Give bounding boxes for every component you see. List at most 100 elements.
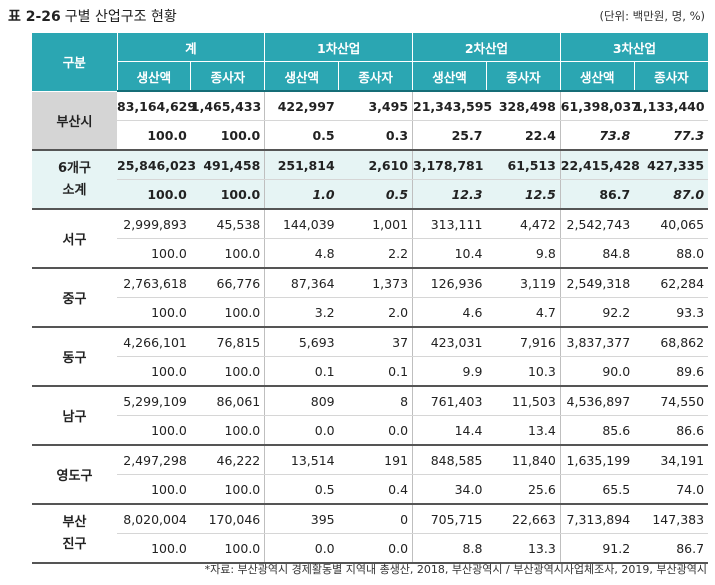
value-cell: 3,119 (486, 268, 561, 298)
percent-cell: 90.0 (560, 356, 635, 387)
header-sub: 생산액 (264, 61, 340, 92)
value-cell: 66,776 (190, 268, 266, 298)
percent-cell: 25.7 (412, 120, 487, 151)
percent-cell: 4.7 (486, 297, 561, 328)
value-cell: 1,373 (338, 268, 414, 298)
percent-cell: 0.4 (338, 474, 414, 505)
value-cell: 68,862 (634, 327, 709, 357)
row-label-junggu: 중구 (32, 268, 117, 328)
value-cell: 0 (338, 504, 414, 534)
value-cell: 191 (338, 445, 414, 475)
value-cell: 3,495 (338, 91, 414, 121)
percent-cell: 91.2 (560, 533, 635, 564)
value-cell: 25,846,023 (117, 150, 196, 180)
percent-cell: 84.8 (560, 238, 635, 269)
percent-cell: 9.8 (486, 238, 561, 269)
value-cell: 11,840 (486, 445, 561, 475)
header-group-tertiary: 3차산업 (560, 33, 709, 62)
percent-cell: 0.5 (264, 120, 339, 151)
value-cell: 22,663 (486, 504, 561, 534)
percent-cell: 2.0 (338, 297, 414, 328)
percent-cell: 100.0 (117, 297, 191, 328)
unit-note: (단위: 백만원, 명, %) (599, 9, 705, 23)
header-corner: 구분 (32, 33, 118, 92)
percent-cell: 8.8 (412, 533, 487, 564)
percent-cell: 86.7 (560, 179, 635, 210)
value-cell: 313,111 (412, 209, 487, 239)
value-cell: 86,061 (190, 386, 266, 416)
value-cell: 491,458 (190, 150, 266, 180)
value-cell: 251,814 (264, 150, 339, 180)
percent-cell: 1.0 (264, 179, 339, 210)
percent-cell: 100.0 (190, 179, 266, 210)
row-label-donggu: 동구 (32, 327, 117, 387)
value-cell: 144,039 (264, 209, 339, 239)
header-sub: 종사자 (190, 61, 266, 92)
percent-cell: 74.0 (634, 474, 709, 505)
value-cell: 2,999,893 (117, 209, 191, 239)
row-label-busan: 부산시 (32, 91, 117, 151)
value-cell: 328,498 (486, 91, 561, 121)
value-cell: 8,020,004 (117, 504, 191, 534)
percent-cell: 100.0 (117, 474, 191, 505)
value-cell: 1,465,433 (190, 91, 266, 121)
value-cell: 4,536,897 (560, 386, 635, 416)
value-cell: 22,415,428 (560, 150, 640, 180)
table-number: 표 2-26 (8, 9, 61, 25)
percent-cell: 13.3 (486, 533, 561, 564)
percent-cell: 100.0 (190, 356, 266, 387)
row-label-line: 부산 (62, 514, 87, 530)
percent-cell: 100.0 (190, 415, 266, 446)
percent-cell: 0.0 (338, 533, 414, 564)
table-row-percent: 100.0 100.0 0.5 0.4 34.0 25.6 65.5 74.0 (32, 474, 709, 505)
table-row-value: 6개구 소계 25,846,023 491,458 251,814 2,610 3… (32, 150, 709, 210)
percent-cell: 0.1 (338, 356, 414, 387)
value-cell: 395 (264, 504, 339, 534)
table-row-value: 부산시 83,164,629 1,465,433 422,997 3,495 2… (32, 91, 709, 151)
value-cell: 21,343,595 (412, 91, 492, 121)
percent-cell: 100.0 (117, 238, 191, 269)
value-cell: 62,284 (634, 268, 709, 298)
value-cell: 11,503 (486, 386, 561, 416)
table-row-value: 영도구 2,497,298 46,222 13,514 191 848,585 … (32, 445, 709, 505)
table-title: 표 2-26 구별 산업구조 현황 (8, 6, 177, 26)
value-cell: 8 (338, 386, 414, 416)
row-label-subtotal: 6개구 소계 (32, 150, 117, 210)
table-row-value: 남구 5,299,109 86,061 809 8 761,403 11,503… (32, 386, 709, 446)
table-row-percent: 100.0 100.0 0.0 0.0 14.4 13.4 85.6 86.6 (32, 415, 709, 446)
percent-cell: 86.6 (634, 415, 709, 446)
percent-cell: 12.5 (486, 179, 561, 210)
percent-cell: 34.0 (412, 474, 487, 505)
table-row-percent: 100.0 100.0 0.5 0.3 25.7 22.4 73.8 77.3 (32, 120, 709, 151)
table-caption: 구별 산업구조 현황 (64, 9, 177, 25)
header-sub: 종사자 (338, 61, 414, 92)
percent-cell: 100.0 (190, 474, 266, 505)
table-row-percent: 100.0 100.0 4.8 2.2 10.4 9.8 84.8 88.0 (32, 238, 709, 269)
value-cell: 126,936 (412, 268, 487, 298)
header-row-subs: 생산액 종사자 생산액 종사자 생산액 종사자 생산액 종사자 (32, 61, 709, 92)
percent-cell: 86.7 (634, 533, 709, 564)
value-cell: 3,178,781 (412, 150, 487, 180)
percent-cell: 0.0 (264, 533, 339, 564)
percent-cell: 73.8 (560, 120, 635, 151)
table-row-value: 중구 2,763,618 66,776 87,364 1,373 126,936… (32, 268, 709, 328)
percent-cell: 100.0 (190, 297, 266, 328)
row-label-seogu: 서구 (32, 209, 117, 269)
row-label-line: 진구 (62, 536, 87, 552)
percent-cell: 22.4 (486, 120, 561, 151)
value-cell: 147,383 (634, 504, 709, 534)
value-cell: 7,916 (486, 327, 561, 357)
value-cell: 61,513 (486, 150, 561, 180)
header-sub: 종사자 (634, 61, 709, 92)
percent-cell: 0.5 (338, 179, 414, 210)
value-cell: 705,715 (412, 504, 487, 534)
value-cell: 46,222 (190, 445, 266, 475)
row-label-namgu: 남구 (32, 386, 117, 446)
table-row-value: 부산 진구 8,020,004 170,046 395 0 705,715 22,… (32, 504, 709, 564)
percent-cell: 100.0 (117, 533, 191, 564)
value-cell: 13,514 (264, 445, 339, 475)
table-row-percent: 100.0 100.0 0.1 0.1 9.9 10.3 90.0 89.6 (32, 356, 709, 387)
percent-cell: 100.0 (117, 120, 191, 151)
value-cell: 2,610 (338, 150, 414, 180)
